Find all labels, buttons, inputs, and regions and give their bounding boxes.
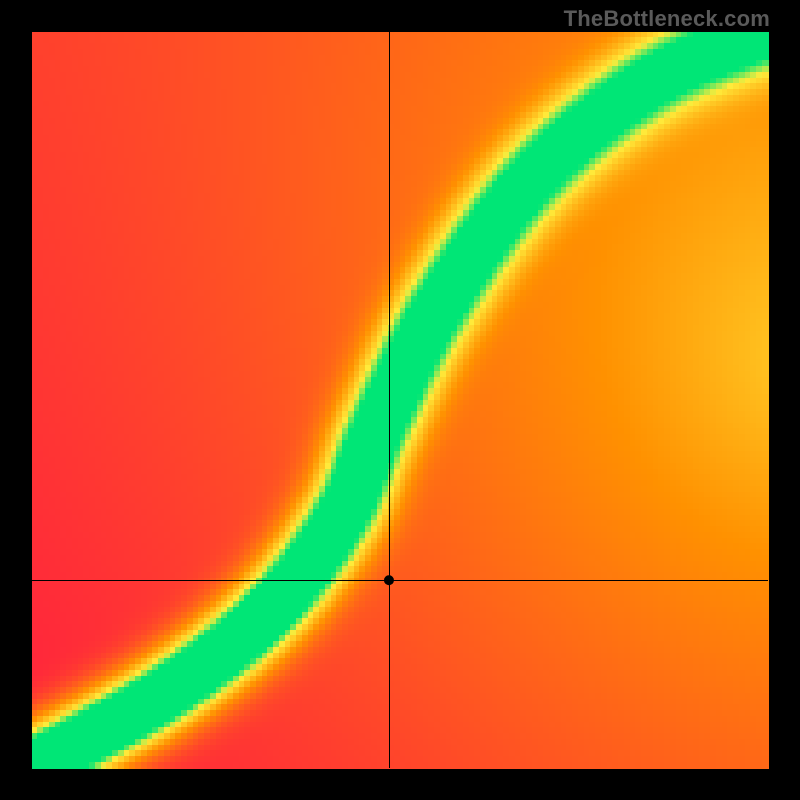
bottleneck-heatmap xyxy=(0,0,800,800)
watermark-text: TheBottleneck.com xyxy=(564,6,770,32)
